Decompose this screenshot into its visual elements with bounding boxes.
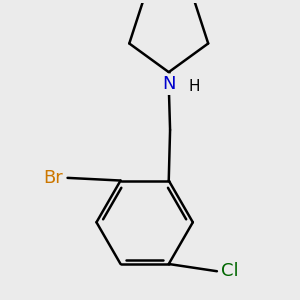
- Text: Cl: Cl: [221, 262, 238, 280]
- Text: H: H: [188, 80, 200, 94]
- Text: N: N: [162, 75, 175, 93]
- Text: Br: Br: [43, 169, 63, 187]
